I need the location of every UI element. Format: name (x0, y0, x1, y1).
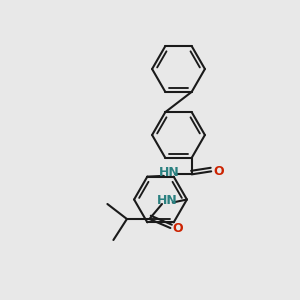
Text: HN: HN (159, 167, 180, 179)
Text: HN: HN (157, 194, 178, 208)
Text: O: O (172, 221, 182, 235)
Text: O: O (214, 165, 224, 178)
